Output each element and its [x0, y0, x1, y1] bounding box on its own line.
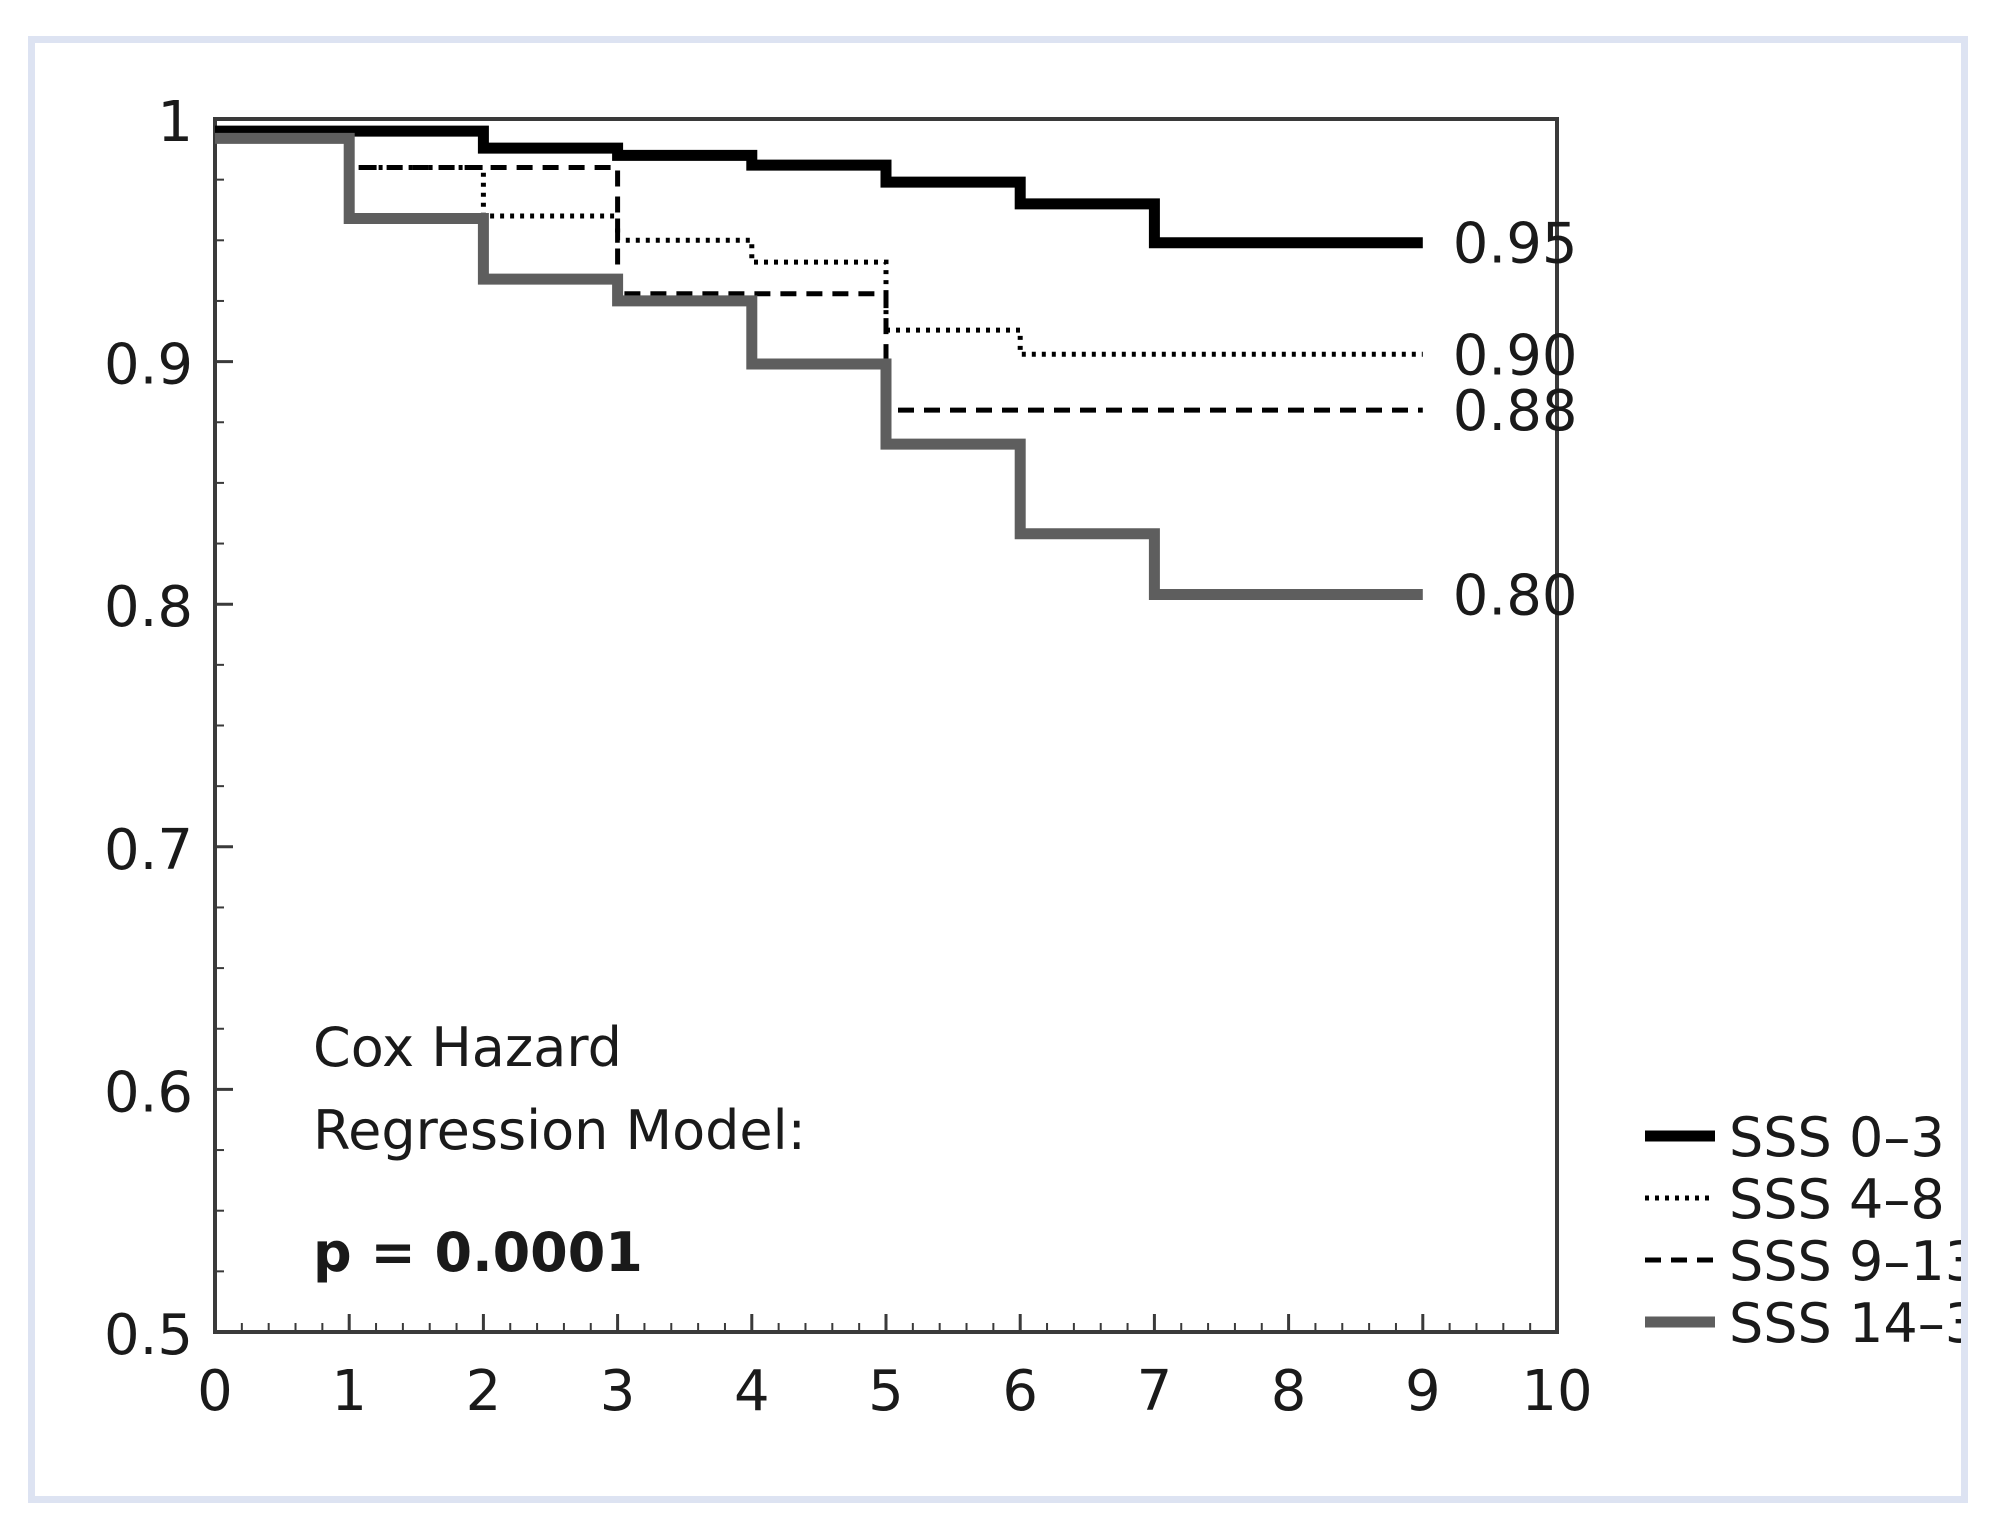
y-tick-label: 0.8: [104, 575, 193, 640]
p-value: p = 0.0001: [313, 1221, 643, 1284]
axes: 0.50.60.70.80.910 1 2 3 4 5 6 7 8 9 10: [104, 90, 1593, 1424]
end-value-label: 0.95: [1453, 212, 1578, 277]
x-tick-label: 9: [1405, 1359, 1441, 1424]
end-value-label: 0.90: [1453, 323, 1578, 388]
x-tick-label: 7: [1137, 1359, 1173, 1424]
x-tick-label: 4: [734, 1359, 770, 1424]
series-line-4: [215, 132, 1423, 600]
end-labels: 0.95 0.900.88 0.80: [1453, 212, 1578, 629]
figure-frame: 0.5 0.6 0.7 0.8 0.9 1 0 1 2 3 4 5 6 7 8 9 10 0.95 0.90 0.8…: [28, 36, 1968, 1503]
x-tick-label: 2: [466, 1359, 502, 1424]
end-value-label: 0.80: [1453, 563, 1578, 628]
annotation-line2: Regression Model:: [313, 1099, 806, 1162]
x-tick-label: 5: [868, 1359, 904, 1424]
legend-label: SSS 0–3: [1729, 1106, 1945, 1169]
legend-label: SSS 9–13: [1729, 1230, 1961, 1293]
x-tick-label: 10: [1521, 1359, 1592, 1424]
series-line-1: [215, 125, 1423, 249]
survival-chart: 0.50.60.70.80.910 1 2 3 4 5 6 7 8 9 10 0.950.900.8…: [104, 90, 1961, 1424]
end-value-label: 0.88: [1453, 379, 1578, 444]
x-tick-label: 6: [1002, 1359, 1038, 1424]
legend-label: SSS 4–8: [1729, 1168, 1945, 1231]
x-tick-label: 3: [600, 1359, 636, 1424]
annotation-line1: Cox Hazard: [313, 1016, 622, 1079]
x-tick-label: 8: [1271, 1359, 1307, 1424]
series-group: [215, 125, 1423, 600]
y-tick-label: 1: [157, 90, 193, 155]
y-tick-label: 0.5: [104, 1303, 193, 1368]
y-tick-label: 0.7: [104, 818, 193, 883]
legend-label: SSS 14–36: [1729, 1292, 1961, 1355]
y-tick-label: 0.9: [104, 333, 193, 398]
y-tick-label: 0.6: [104, 1060, 193, 1125]
cox-annotation: Cox Hazard Regression Model: p = 0.0001: [313, 1016, 806, 1284]
x-tick-label: 1: [331, 1359, 367, 1424]
x-tick-label: 0: [197, 1359, 233, 1424]
